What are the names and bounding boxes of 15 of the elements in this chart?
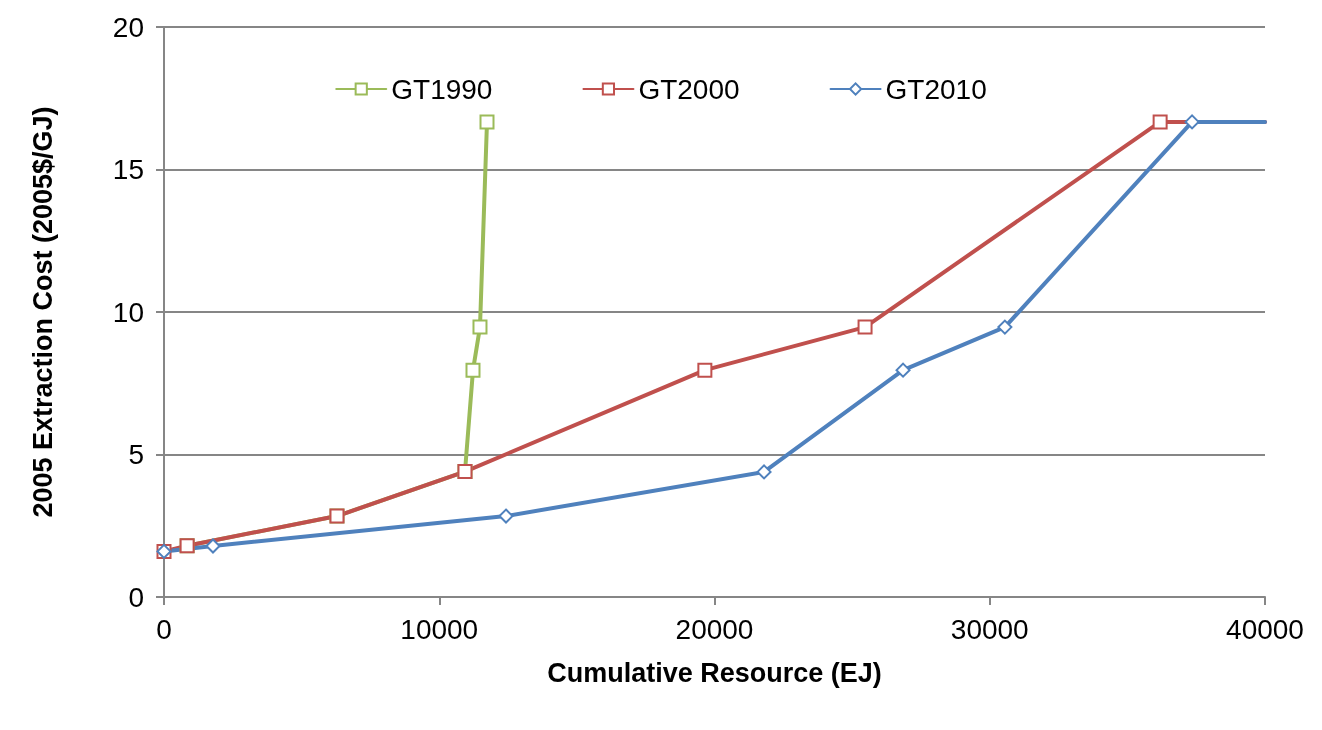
y-axis-title: 2005 Extraction Cost (2005$/GJ): [27, 106, 58, 518]
y-tick-label: 5: [128, 439, 144, 470]
y-tick-label: 10: [112, 296, 144, 328]
legend-label: GT1990: [391, 73, 493, 105]
y-tick-label: 15: [112, 154, 144, 185]
x-tick-label: 30000: [950, 613, 1029, 645]
x-tick-label: 0: [156, 613, 172, 645]
legend-label: GT2000: [638, 73, 740, 105]
x-tick-label: 40000: [1226, 613, 1304, 645]
y-tick-label: 0: [128, 581, 144, 613]
x-axis-title: Cumulative Resource (EJ): [547, 657, 882, 688]
legend-label: GT2010: [885, 73, 987, 105]
x-tick-label: 20000: [675, 613, 754, 645]
x-tick-label: 10000: [400, 613, 479, 645]
y-tick-label: 20: [112, 11, 144, 43]
